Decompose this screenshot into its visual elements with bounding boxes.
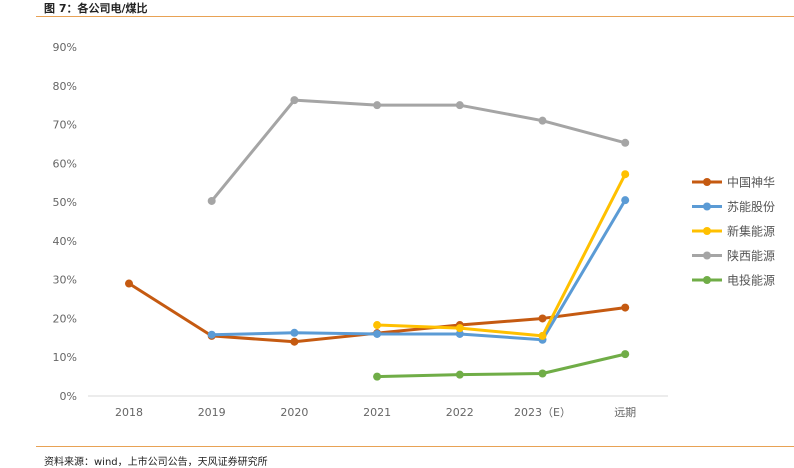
y-tick-label: 0% bbox=[60, 390, 77, 403]
line-chart: 0%10%20%30%40%50%60%70%80%90% 2018 2019 20… bbox=[53, 41, 775, 419]
y-tick-label: 10% bbox=[53, 351, 77, 364]
series-group bbox=[373, 170, 630, 340]
data-point bbox=[455, 324, 464, 333]
legend-item: 电投能源 bbox=[692, 273, 775, 288]
figure-title: 图 7：各公司电/煤比 bbox=[44, 2, 148, 15]
data-point bbox=[455, 329, 464, 338]
legend-swatch-marker bbox=[703, 178, 711, 186]
data-point bbox=[373, 329, 382, 338]
data-point bbox=[207, 196, 216, 205]
x-tick-label: 2021 bbox=[363, 406, 391, 419]
legend-item: 苏能股份 bbox=[692, 200, 775, 214]
data-point bbox=[621, 196, 630, 205]
x-tick-label: 远期 bbox=[614, 406, 636, 419]
bottom-divider bbox=[36, 446, 794, 447]
x-tick-label: 2018 bbox=[115, 406, 143, 419]
legend-swatch-marker bbox=[703, 251, 711, 260]
series-line bbox=[210, 198, 627, 342]
series-line bbox=[210, 98, 627, 203]
data-point bbox=[621, 350, 630, 359]
series-lines bbox=[125, 96, 630, 381]
x-tick-label: 2020 bbox=[280, 406, 308, 419]
legend-label: 中国神华 bbox=[727, 175, 775, 190]
data-point bbox=[455, 370, 464, 379]
data-point bbox=[373, 101, 382, 110]
y-axis-ticks: 0% 10% 20% 30% 40% 50% 60% 70% 80% 90% bbox=[53, 41, 77, 403]
source-note: 资料来源：wind，上市公司公告，天风证券研究所 bbox=[44, 457, 268, 468]
series-group bbox=[373, 350, 630, 381]
x-axis-ticks: 2018 2019 2020 2021 2022 2023（E） 远期 bbox=[115, 406, 636, 419]
x-tick-label: 2019 bbox=[198, 406, 226, 419]
y-tick-label: 40% bbox=[53, 235, 77, 248]
y-tick-label: 90% bbox=[53, 41, 77, 54]
data-point bbox=[373, 321, 382, 330]
legend-label: 苏能股份 bbox=[727, 200, 775, 214]
legend-item: 陕西能源 bbox=[692, 248, 775, 263]
legend-item: 中国神华 bbox=[692, 175, 775, 190]
y-tick-label: 70% bbox=[53, 119, 77, 132]
legend-item: 新集能源 bbox=[692, 224, 775, 239]
y-tick-label: 50% bbox=[53, 196, 77, 209]
y-tick-label: 60% bbox=[53, 157, 77, 170]
series-line bbox=[375, 172, 627, 338]
data-point bbox=[290, 337, 299, 346]
legend-label: 陕西能源 bbox=[727, 248, 775, 263]
legend-swatch-marker bbox=[703, 202, 711, 211]
data-point bbox=[290, 328, 299, 337]
data-point bbox=[621, 170, 630, 179]
data-point bbox=[538, 314, 547, 323]
x-tick-label: 2022 bbox=[446, 406, 474, 419]
legend-label: 电投能源 bbox=[727, 273, 775, 288]
data-point bbox=[621, 138, 630, 147]
y-tick-label: 80% bbox=[53, 80, 77, 93]
data-point bbox=[538, 331, 547, 340]
legend-swatch-marker bbox=[703, 227, 711, 235]
series-line bbox=[375, 352, 627, 379]
top-divider bbox=[36, 16, 794, 17]
x-tick-label: 2023（E） bbox=[514, 406, 571, 419]
data-point bbox=[621, 303, 630, 312]
data-point bbox=[455, 101, 464, 110]
data-point bbox=[125, 279, 133, 288]
data-point bbox=[290, 96, 299, 105]
legend-label: 新集能源 bbox=[727, 224, 775, 239]
series-group bbox=[207, 196, 630, 344]
legend-swatch-marker bbox=[703, 276, 711, 284]
data-point bbox=[538, 116, 547, 125]
y-tick-label: 20% bbox=[53, 312, 77, 325]
series-group bbox=[207, 96, 630, 205]
data-point bbox=[373, 372, 382, 381]
data-point bbox=[538, 369, 547, 378]
data-point bbox=[207, 330, 216, 339]
y-tick-label: 30% bbox=[53, 274, 77, 287]
